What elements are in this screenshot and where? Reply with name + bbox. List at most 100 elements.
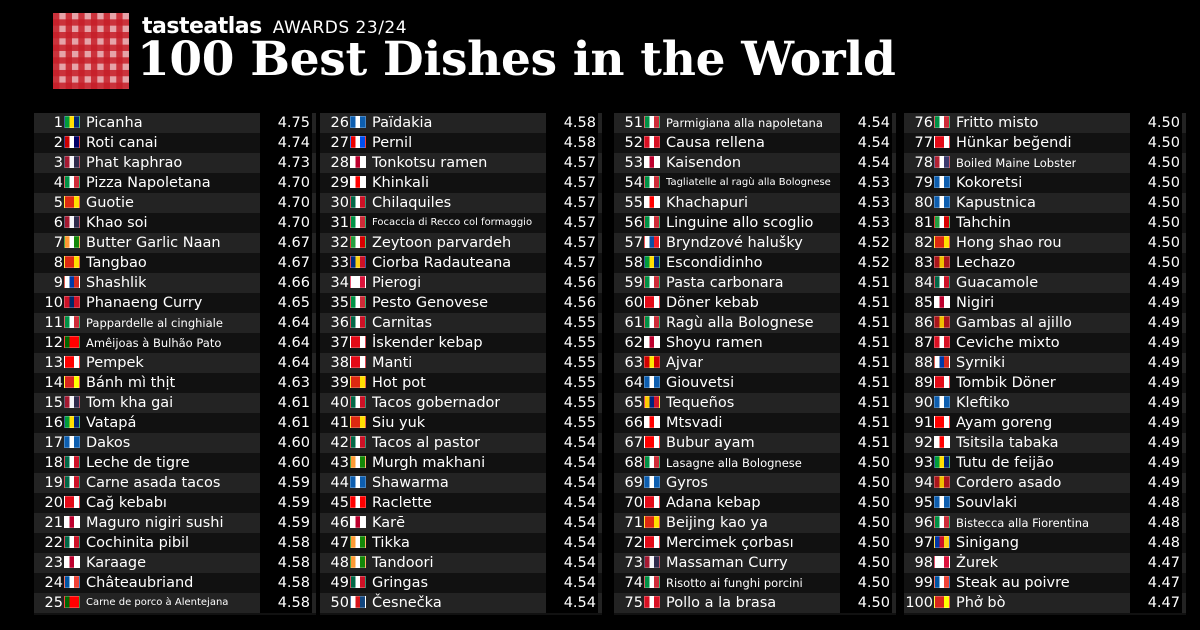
dish-name: Shashlik	[86, 275, 147, 291]
ranking-row: 91 Ayam goreng 4.49	[904, 413, 1186, 433]
flag-icon	[64, 476, 80, 488]
flag-icon	[350, 196, 366, 208]
dish-name: Adana kebap	[666, 495, 761, 511]
rank-number: 100	[905, 595, 933, 611]
flag-icon	[934, 116, 950, 128]
dish-score: 4.50	[840, 573, 892, 593]
ranking-row: 69 Gyros 4.50	[614, 473, 896, 493]
flag-icon	[350, 316, 366, 328]
flag-icon	[350, 176, 366, 188]
rank-number: 87	[914, 335, 933, 351]
rank-number: 58	[624, 255, 643, 271]
ranking-row: 45 Raclette 4.54	[320, 493, 602, 513]
dish-name: Roti canai	[86, 135, 158, 151]
rank-number: 67	[624, 435, 643, 451]
ranking-row: 32 Zeytoon parvardeh 4.57	[320, 233, 602, 253]
dish-score: 4.52	[840, 233, 892, 253]
dish-name: Siu yuk	[372, 415, 426, 431]
ranking-row: 25 Carne de porco à Alentejana 4.58	[34, 593, 316, 613]
flag-icon	[350, 256, 366, 268]
rank-number: 24	[44, 575, 63, 591]
ranking-column-4: 76 Fritto misto 4.50 77 Hünkar beğendi 4.50 78…	[904, 113, 1186, 615]
ranking-row: 44 Shawarma 4.54	[320, 473, 602, 493]
dish-score: 4.47	[1130, 573, 1182, 593]
flag-icon	[64, 396, 80, 408]
dish-score: 4.58	[546, 113, 598, 133]
flag-icon	[644, 236, 660, 248]
rank-number: 40	[330, 395, 349, 411]
rank-number: 31	[330, 215, 349, 231]
ranking-row: 90 Kleftiko 4.49	[904, 393, 1186, 413]
flag-icon	[64, 316, 80, 328]
dish-score: 4.59	[260, 513, 312, 533]
dish-score: 4.51	[840, 393, 892, 413]
rank-number: 32	[330, 235, 349, 251]
flag-icon	[64, 556, 80, 568]
rank-number: 51	[624, 115, 643, 131]
rank-number: 25	[44, 595, 63, 611]
flag-icon	[644, 136, 660, 148]
dish-name: Ceviche mixto	[956, 335, 1060, 351]
flag-icon	[644, 476, 660, 488]
dish-name: Butter Garlic Naan	[86, 235, 221, 251]
dish-name: Kapustnica	[956, 195, 1036, 211]
rank-number: 13	[44, 355, 63, 371]
dish-name: Ajvar	[666, 355, 704, 371]
flag-icon	[934, 536, 950, 548]
rank-number: 94	[914, 475, 933, 491]
dish-name: Causa rellena	[666, 135, 765, 151]
flag-icon	[644, 396, 660, 408]
flag-icon	[64, 116, 80, 128]
flag-icon	[350, 436, 366, 448]
flag-icon	[350, 376, 366, 388]
dish-name: Escondidinho	[666, 255, 763, 271]
ranking-row: 61 Ragù alla Bolognese 4.51	[614, 313, 896, 333]
ranking-column-1: 1 Picanha 4.75 2 Roti canai 4.74 3 Phat kaphrao…	[34, 113, 316, 615]
ranking-row: 42 Tacos al pastor 4.54	[320, 433, 602, 453]
ranking-row: 60 Döner kebab 4.51	[614, 293, 896, 313]
flag-icon	[934, 236, 950, 248]
dish-score: 4.50	[840, 533, 892, 553]
flag-icon	[64, 196, 80, 208]
flag-icon	[934, 556, 950, 568]
rank-number: 15	[44, 395, 63, 411]
dish-name: Giouvetsi	[666, 375, 735, 391]
flag-icon	[350, 516, 366, 528]
ranking-row: 14 Bánh mì thịt 4.63	[34, 373, 316, 393]
rank-number: 52	[624, 135, 643, 151]
dish-score: 4.50	[840, 493, 892, 513]
ranking-row: 22 Cochinita pibil 4.58	[34, 533, 316, 553]
rank-number: 98	[914, 555, 933, 571]
ranking-row: 59 Pasta carbonara 4.51	[614, 273, 896, 293]
dish-score: 4.60	[260, 453, 312, 473]
dish-name: Bistecca alla Fiorentina	[956, 516, 1090, 530]
flag-icon	[934, 296, 950, 308]
rank-number: 27	[330, 135, 349, 151]
ranking-row: 95 Souvlaki 4.48	[904, 493, 1186, 513]
flag-icon	[644, 496, 660, 508]
rank-number: 5	[53, 195, 63, 211]
dish-score: 4.49	[1130, 473, 1182, 493]
dish-score: 4.50	[840, 553, 892, 573]
flag-icon	[350, 496, 366, 508]
dish-name: Pappardelle al cinghiale	[86, 316, 223, 330]
dish-name: Tacos al pastor	[372, 435, 481, 451]
dish-score: 4.58	[260, 593, 312, 613]
flag-icon	[934, 316, 950, 328]
rank-number: 9	[53, 275, 63, 291]
dish-score: 4.67	[260, 253, 312, 273]
rank-number: 91	[914, 415, 933, 431]
flag-icon	[350, 156, 366, 168]
ranking-row: 21 Maguro nigiri sushi 4.59	[34, 513, 316, 533]
dish-name: Karē	[372, 515, 406, 531]
flag-icon	[350, 216, 366, 228]
dish-name: Syrniki	[956, 355, 1006, 371]
rank-number: 64	[624, 375, 643, 391]
dish-score: 4.54	[840, 133, 892, 153]
dish-score: 4.58	[546, 133, 598, 153]
dish-score: 4.54	[546, 553, 598, 573]
dish-name: Picanha	[86, 115, 143, 131]
dish-name: Chilaquiles	[372, 195, 452, 211]
dish-name: Shoyu ramen	[666, 335, 763, 351]
rank-number: 81	[914, 215, 933, 231]
